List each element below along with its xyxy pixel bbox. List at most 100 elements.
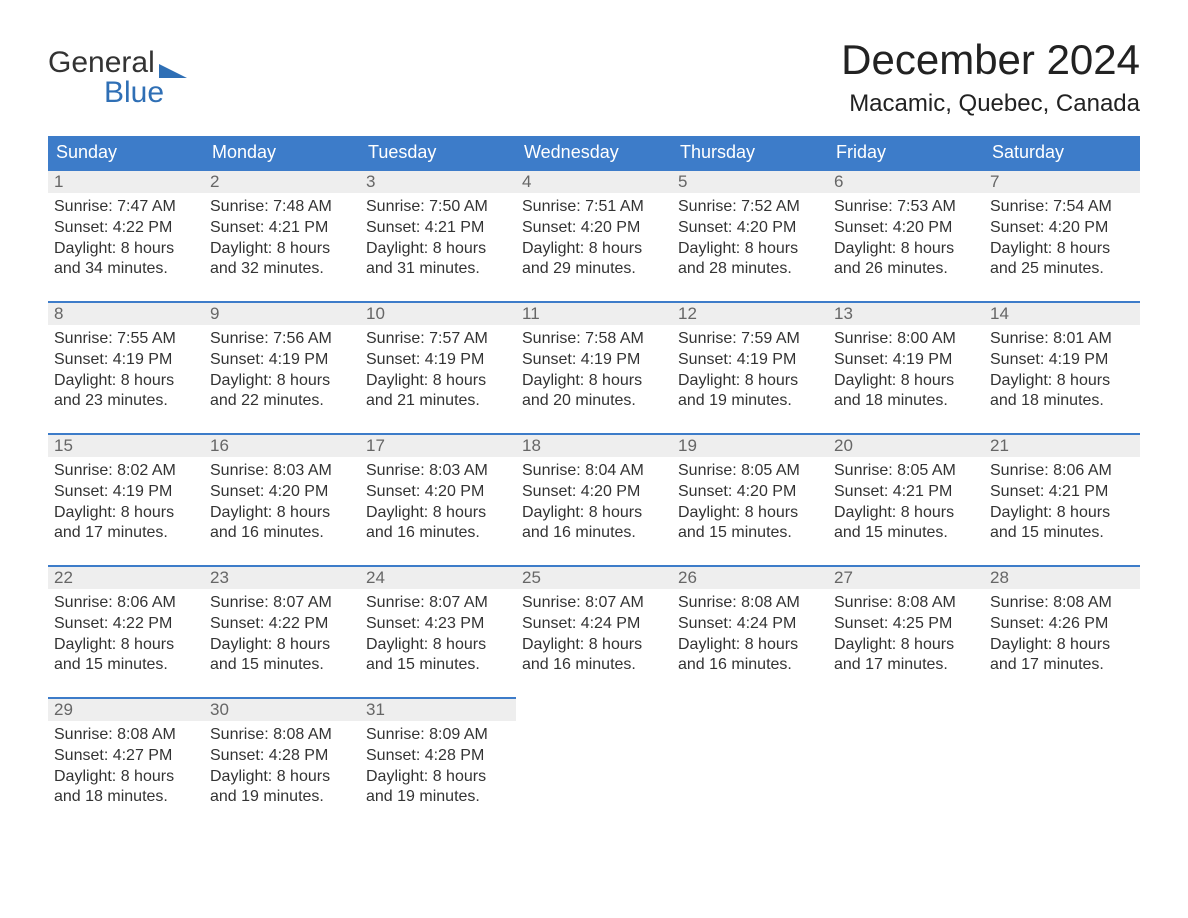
sunset-line: Sunset: 4:20 PM <box>834 218 978 239</box>
day-number: 24 <box>360 565 516 589</box>
sunrise-line: Sunrise: 8:08 AM <box>54 725 198 746</box>
calendar-cell <box>516 697 672 829</box>
daylight-line2: and 18 minutes. <box>990 391 1134 412</box>
calendar-cell: 27Sunrise: 8:08 AMSunset: 4:25 PMDayligh… <box>828 565 984 697</box>
daylight-line1: Daylight: 8 hours <box>834 503 978 524</box>
daylight-line1: Daylight: 8 hours <box>990 635 1134 656</box>
daylight-line1: Daylight: 8 hours <box>54 239 198 260</box>
day-number: 20 <box>828 433 984 457</box>
day-number: 30 <box>204 697 360 721</box>
day-number: 3 <box>360 169 516 193</box>
day-details: Sunrise: 7:53 AMSunset: 4:20 PMDaylight:… <box>828 193 984 280</box>
calendar-cell: 14Sunrise: 8:01 AMSunset: 4:19 PMDayligh… <box>984 301 1140 433</box>
day-details: Sunrise: 8:05 AMSunset: 4:21 PMDaylight:… <box>828 457 984 544</box>
daylight-line1: Daylight: 8 hours <box>366 767 510 788</box>
calendar-week: 22Sunrise: 8:06 AMSunset: 4:22 PMDayligh… <box>48 565 1140 697</box>
day-number: 13 <box>828 301 984 325</box>
sunrise-line: Sunrise: 8:08 AM <box>678 593 822 614</box>
daylight-line1: Daylight: 8 hours <box>834 239 978 260</box>
day-details: Sunrise: 8:08 AMSunset: 4:25 PMDaylight:… <box>828 589 984 676</box>
daylight-line2: and 16 minutes. <box>522 655 666 676</box>
daylight-line1: Daylight: 8 hours <box>210 371 354 392</box>
day-details: Sunrise: 8:05 AMSunset: 4:20 PMDaylight:… <box>672 457 828 544</box>
day-details: Sunrise: 8:09 AMSunset: 4:28 PMDaylight:… <box>360 721 516 808</box>
sunrise-line: Sunrise: 7:57 AM <box>366 329 510 350</box>
daylight-line1: Daylight: 8 hours <box>210 239 354 260</box>
sunrise-line: Sunrise: 7:52 AM <box>678 197 822 218</box>
calendar-cell: 8Sunrise: 7:55 AMSunset: 4:19 PMDaylight… <box>48 301 204 433</box>
day-number: 27 <box>828 565 984 589</box>
calendar-cell: 12Sunrise: 7:59 AMSunset: 4:19 PMDayligh… <box>672 301 828 433</box>
day-header: Sunday <box>48 136 204 169</box>
sunrise-line: Sunrise: 8:03 AM <box>210 461 354 482</box>
day-number: 4 <box>516 169 672 193</box>
sunset-line: Sunset: 4:19 PM <box>834 350 978 371</box>
sunrise-line: Sunrise: 7:51 AM <box>522 197 666 218</box>
calendar-week: 1Sunrise: 7:47 AMSunset: 4:22 PMDaylight… <box>48 169 1140 301</box>
sunset-line: Sunset: 4:28 PM <box>210 746 354 767</box>
calendar-cell: 19Sunrise: 8:05 AMSunset: 4:20 PMDayligh… <box>672 433 828 565</box>
daylight-line2: and 29 minutes. <box>522 259 666 280</box>
day-details: Sunrise: 7:50 AMSunset: 4:21 PMDaylight:… <box>360 193 516 280</box>
day-header: Wednesday <box>516 136 672 169</box>
day-details: Sunrise: 8:08 AMSunset: 4:26 PMDaylight:… <box>984 589 1140 676</box>
daylight-line2: and 16 minutes. <box>678 655 822 676</box>
day-details: Sunrise: 8:08 AMSunset: 4:24 PMDaylight:… <box>672 589 828 676</box>
sunset-line: Sunset: 4:24 PM <box>522 614 666 635</box>
day-number: 12 <box>672 301 828 325</box>
daylight-line2: and 20 minutes. <box>522 391 666 412</box>
calendar-week: 8Sunrise: 7:55 AMSunset: 4:19 PMDaylight… <box>48 301 1140 433</box>
sunrise-line: Sunrise: 7:48 AM <box>210 197 354 218</box>
sunset-line: Sunset: 4:21 PM <box>366 218 510 239</box>
daylight-line2: and 16 minutes. <box>522 523 666 544</box>
daylight-line2: and 17 minutes. <box>990 655 1134 676</box>
calendar-cell <box>828 697 984 829</box>
daylight-line1: Daylight: 8 hours <box>54 767 198 788</box>
day-header: Saturday <box>984 136 1140 169</box>
sunset-line: Sunset: 4:21 PM <box>834 482 978 503</box>
sunrise-line: Sunrise: 8:08 AM <box>834 593 978 614</box>
sunrise-line: Sunrise: 8:07 AM <box>366 593 510 614</box>
calendar-cell: 10Sunrise: 7:57 AMSunset: 4:19 PMDayligh… <box>360 301 516 433</box>
daylight-line1: Daylight: 8 hours <box>366 635 510 656</box>
day-number: 6 <box>828 169 984 193</box>
day-header: Tuesday <box>360 136 516 169</box>
sunrise-line: Sunrise: 7:56 AM <box>210 329 354 350</box>
day-header: Thursday <box>672 136 828 169</box>
sunrise-line: Sunrise: 8:08 AM <box>990 593 1134 614</box>
day-number: 14 <box>984 301 1140 325</box>
sunset-line: Sunset: 4:19 PM <box>522 350 666 371</box>
sunset-line: Sunset: 4:25 PM <box>834 614 978 635</box>
sunrise-line: Sunrise: 7:47 AM <box>54 197 198 218</box>
calendar-cell: 29Sunrise: 8:08 AMSunset: 4:27 PMDayligh… <box>48 697 204 829</box>
sunset-line: Sunset: 4:20 PM <box>678 218 822 239</box>
day-number: 17 <box>360 433 516 457</box>
logo-line1: General <box>48 48 187 78</box>
daylight-line2: and 19 minutes. <box>678 391 822 412</box>
day-details: Sunrise: 8:01 AMSunset: 4:19 PMDaylight:… <box>984 325 1140 412</box>
calendar-cell: 28Sunrise: 8:08 AMSunset: 4:26 PMDayligh… <box>984 565 1140 697</box>
calendar-cell: 30Sunrise: 8:08 AMSunset: 4:28 PMDayligh… <box>204 697 360 829</box>
daylight-line1: Daylight: 8 hours <box>834 371 978 392</box>
sunrise-line: Sunrise: 7:50 AM <box>366 197 510 218</box>
sunset-line: Sunset: 4:19 PM <box>678 350 822 371</box>
daylight-line2: and 15 minutes. <box>990 523 1134 544</box>
daylight-line2: and 21 minutes. <box>366 391 510 412</box>
daylight-line1: Daylight: 8 hours <box>522 503 666 524</box>
calendar-cell: 15Sunrise: 8:02 AMSunset: 4:19 PMDayligh… <box>48 433 204 565</box>
sunset-line: Sunset: 4:28 PM <box>366 746 510 767</box>
sunrise-line: Sunrise: 8:05 AM <box>678 461 822 482</box>
daylight-line1: Daylight: 8 hours <box>210 503 354 524</box>
logo: General Blue <box>48 48 187 108</box>
daylight-line2: and 34 minutes. <box>54 259 198 280</box>
day-number: 7 <box>984 169 1140 193</box>
day-details: Sunrise: 8:02 AMSunset: 4:19 PMDaylight:… <box>48 457 204 544</box>
day-details: Sunrise: 8:07 AMSunset: 4:22 PMDaylight:… <box>204 589 360 676</box>
calendar-cell <box>984 697 1140 829</box>
calendar-header-row: SundayMondayTuesdayWednesdayThursdayFrid… <box>48 136 1140 169</box>
calendar-cell <box>672 697 828 829</box>
calendar-cell: 9Sunrise: 7:56 AMSunset: 4:19 PMDaylight… <box>204 301 360 433</box>
sunrise-line: Sunrise: 8:05 AM <box>834 461 978 482</box>
day-number: 28 <box>984 565 1140 589</box>
day-number: 8 <box>48 301 204 325</box>
